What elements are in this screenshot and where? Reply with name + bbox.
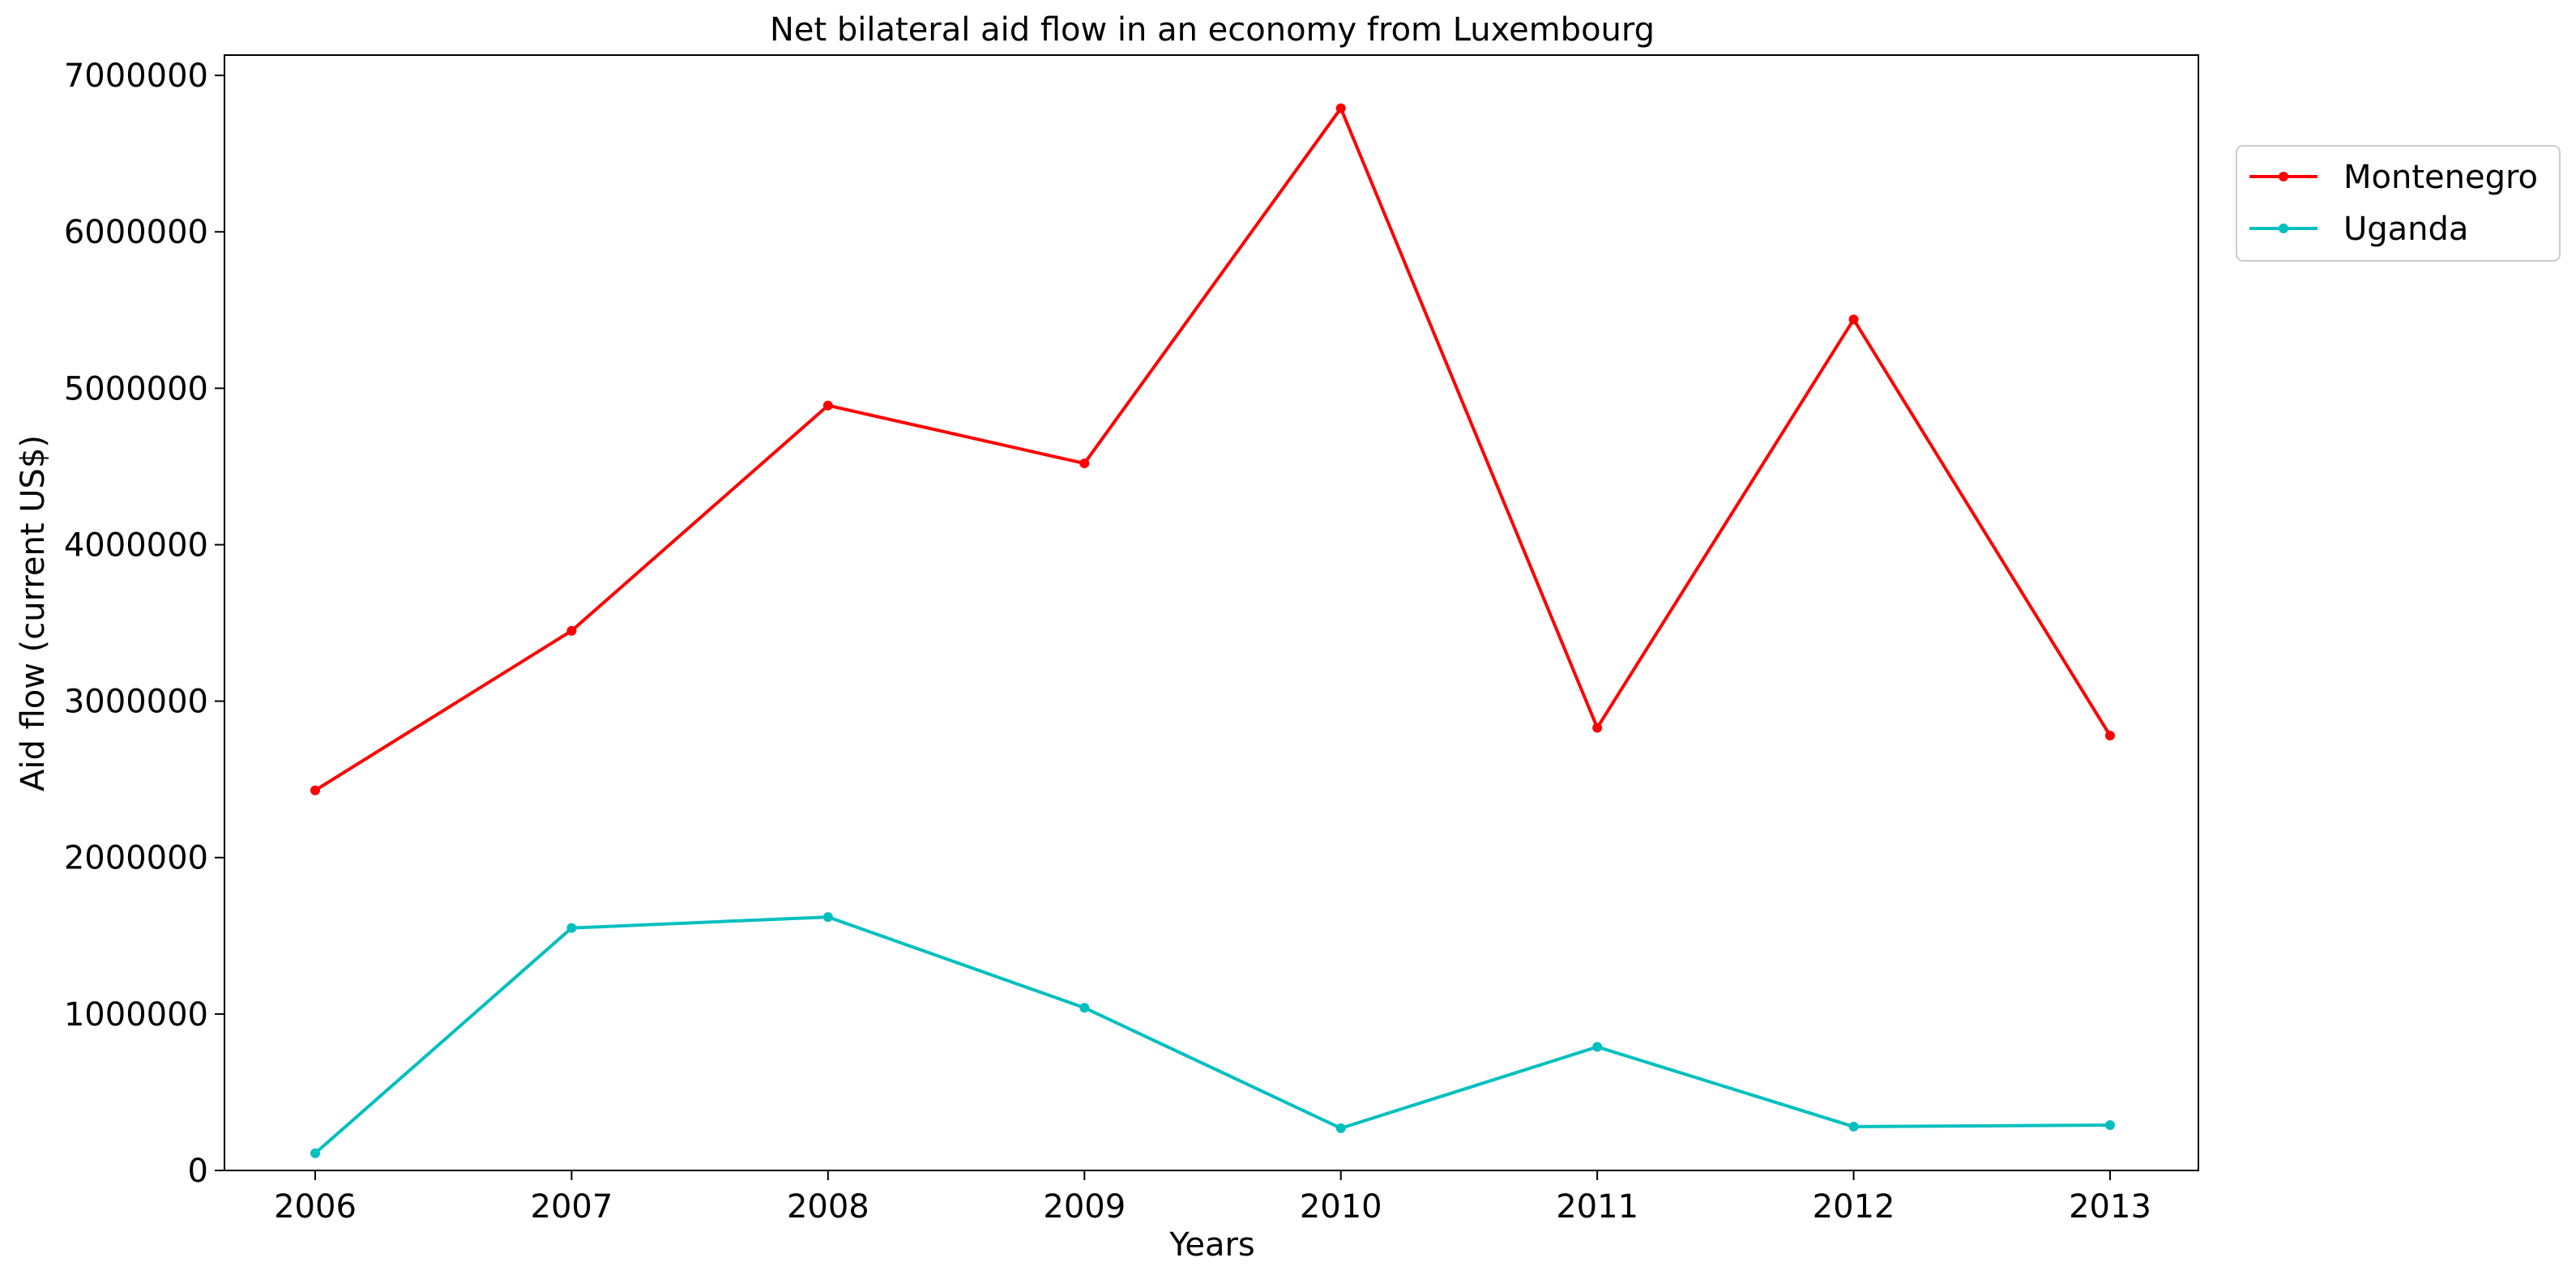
montenegro-legend-label: Montenegro [2343,159,2538,196]
x-tick-label: 2010 [1300,1188,1382,1226]
legend: Montenegro Uganda [2236,145,2561,262]
uganda-point [1848,1121,1859,1132]
uganda-legend-marker [2279,224,2288,233]
plot-area [224,54,2199,1171]
x-tick-label: 2011 [1556,1188,1638,1226]
montenegro-series-line [314,106,2112,792]
x-axis-label: Years [1168,1226,1255,1264]
uganda-point [310,1148,320,1158]
uganda-series-line [314,915,2111,1155]
y-tick-label: 2000000 [64,840,208,877]
x-tick-label: 2008 [787,1188,869,1226]
uganda-point [1335,1123,1346,1133]
y-axis: 0 1000000 2000000 3000000 4000000 5000000 6000… [64,58,224,1190]
uganda-point [1079,1003,1090,1013]
uganda-point [822,912,833,923]
montenegro-legend-marker [2279,172,2288,181]
x-tick-label: 2013 [2069,1188,2151,1226]
montenegro-point [566,625,577,636]
montenegro-point [310,785,320,795]
montenegro-point [1335,103,1346,113]
x-tick-label: 2006 [274,1188,357,1226]
montenegro-point [822,400,833,411]
x-tick-label: 2009 [1043,1188,1126,1226]
y-tick-label: 4000000 [64,527,208,564]
y-tick-label: 6000000 [64,214,208,251]
legend-frame [2236,145,2561,262]
x-axis: 2006 2007 2008 2009 2010 2011 2012 2013 [274,1170,2151,1226]
uganda-legend-label: Uganda [2343,211,2468,248]
montenegro-point [1592,723,1603,733]
chart-title: Net bilateral aid flow in an economy fro… [770,11,1655,49]
uganda-point [566,923,577,933]
x-tick-label: 2007 [531,1188,613,1226]
uganda-point [2105,1119,2115,1130]
y-tick-label: 7000000 [64,58,208,95]
x-tick-label: 2012 [1813,1188,1895,1226]
uganda-point [1592,1042,1603,1052]
montenegro-point [1079,458,1090,469]
y-tick-label: 3000000 [64,684,208,721]
montenegro-point [2105,731,2115,741]
y-tick-label: 0 [188,1153,208,1190]
montenegro-point [1848,314,1859,325]
y-tick-label: 1000000 [64,996,208,1034]
plot-frame [224,54,2199,1171]
y-tick-label: 5000000 [64,370,208,407]
y-axis-label: Aid flow (current US$) [15,435,52,791]
series-layer [310,103,2115,1158]
